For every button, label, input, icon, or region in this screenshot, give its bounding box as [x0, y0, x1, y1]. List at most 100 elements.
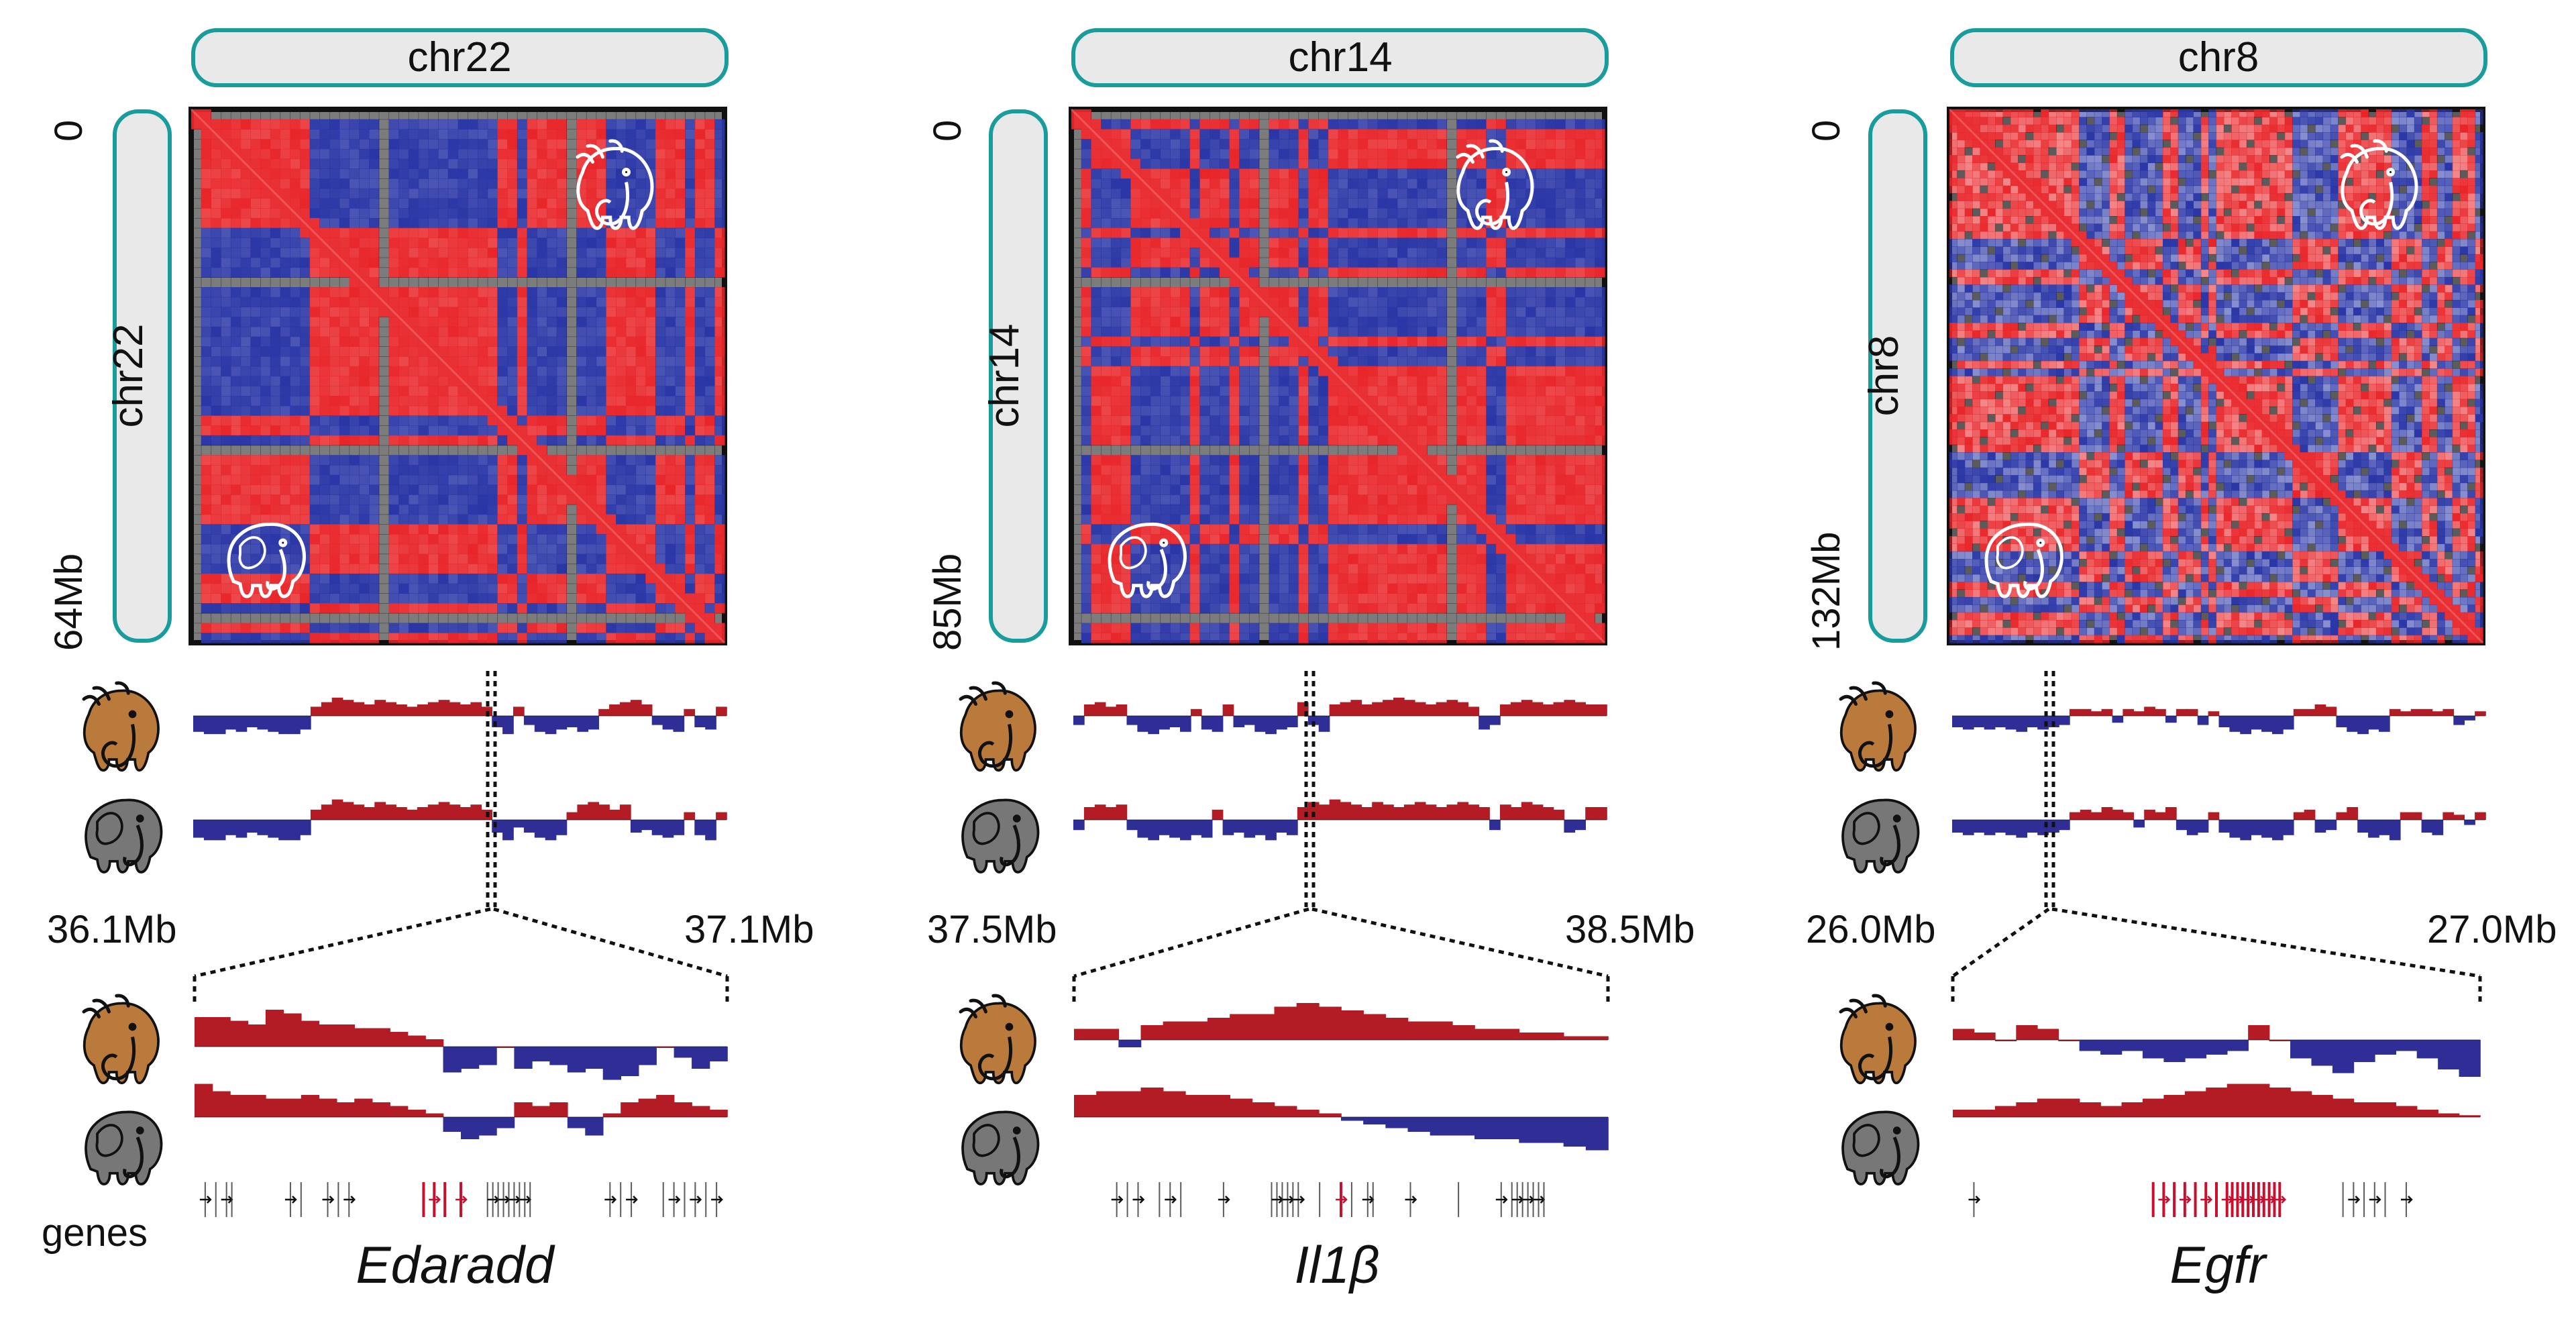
heatmap-cell	[1110, 109, 1122, 120]
heatmap-cell	[527, 484, 537, 495]
heatmap-cell	[280, 119, 290, 130]
heatmap-cell	[1279, 376, 1289, 386]
heatmap-cell	[319, 583, 330, 594]
heatmap-cell	[566, 139, 577, 150]
heatmap-cell	[635, 307, 646, 317]
heatmap-cell	[349, 435, 360, 446]
heatmap-cell	[685, 139, 696, 150]
heatmap-cell	[1110, 297, 1122, 308]
heatmap-cell	[1269, 168, 1279, 179]
heatmap-cell	[487, 564, 498, 574]
track-bar	[609, 704, 621, 716]
heatmap-cell	[1101, 366, 1112, 377]
heatmap-cell	[280, 603, 290, 614]
heatmap-cell	[468, 287, 478, 298]
heatmap-cell	[240, 129, 251, 140]
heatmap-cell	[1081, 346, 1092, 357]
heatmap-cell	[1486, 227, 1497, 238]
heatmap-cell	[616, 178, 627, 189]
heatmap-cell	[1239, 119, 1250, 130]
heatmap-cell	[635, 603, 646, 614]
track-bar	[534, 820, 546, 838]
heatmap-cell	[1279, 198, 1289, 209]
heatmap-cell	[201, 474, 212, 486]
heatmap-cell	[398, 484, 409, 495]
heatmap-cell	[547, 317, 557, 327]
track-bar	[602, 1047, 621, 1080]
heatmap-cell	[635, 573, 646, 584]
heatmap-cell	[359, 109, 370, 120]
heatmap-cell	[1565, 158, 1576, 169]
heatmap-cell	[655, 217, 666, 229]
heatmap-cell	[428, 543, 439, 555]
heatmap-cell	[586, 129, 597, 140]
heatmap-cell	[1071, 366, 1082, 377]
heatmap-cell	[625, 297, 637, 308]
heatmap-cell	[211, 573, 221, 584]
heatmap-cell	[359, 217, 370, 229]
heatmap-cell	[359, 504, 370, 515]
heatmap-cell	[260, 227, 271, 238]
heatmap-cell	[447, 336, 459, 347]
track-bar	[390, 1106, 409, 1117]
heatmap-cell	[211, 356, 221, 367]
heatmap-cell	[1446, 139, 1457, 150]
heatmap-cell	[1505, 317, 1517, 327]
heatmap-cell	[1258, 356, 1270, 367]
heatmap-cell	[547, 188, 557, 199]
heatmap-cell	[201, 425, 212, 436]
heatmap-cell	[369, 168, 380, 179]
heatmap-cell	[685, 494, 696, 505]
heatmap-cell	[1456, 217, 1467, 229]
heatmap-cell	[655, 554, 666, 564]
heatmap-cell	[191, 603, 202, 614]
heatmap-cell	[438, 623, 449, 633]
heatmap-cell	[477, 238, 488, 248]
heatmap-cell	[290, 267, 301, 278]
heatmap-cell	[1574, 188, 1586, 199]
heatmap-cell	[487, 465, 498, 476]
heatmap-cell	[586, 277, 597, 288]
heatmap-cell	[290, 504, 301, 515]
heatmap-cell	[1189, 425, 1200, 436]
heatmap-cell	[349, 287, 360, 298]
heatmap-cell	[704, 613, 715, 624]
heatmap-cell	[714, 267, 725, 278]
heatmap-cell	[378, 425, 390, 436]
heatmap-cell	[655, 287, 666, 298]
heatmap-cell	[1298, 425, 1309, 436]
heatmap-cell	[418, 484, 429, 495]
heatmap-cell	[586, 238, 597, 248]
heatmap-cell	[596, 356, 606, 367]
heatmap-cell	[477, 603, 488, 614]
heatmap-cell	[438, 405, 449, 416]
heatmap-cell	[655, 534, 666, 545]
heatmap-cell	[576, 217, 587, 229]
heatmap-cell	[537, 248, 547, 258]
heatmap-cell	[1338, 415, 1348, 426]
heatmap-cell	[1585, 129, 1595, 140]
heatmap-cell	[1091, 208, 1102, 219]
heatmap-cell	[586, 474, 597, 486]
heatmap-cell	[1140, 148, 1151, 160]
heatmap-cell	[1110, 336, 1122, 347]
track-bar	[549, 1102, 568, 1117]
heatmap-cell	[1555, 336, 1566, 347]
heatmap-cell	[576, 356, 587, 367]
heatmap-cell	[566, 603, 577, 614]
heatmap-cell	[319, 445, 330, 456]
heatmap-cell	[201, 564, 212, 574]
heatmap-cell	[507, 376, 518, 386]
heatmap-cell	[1229, 248, 1240, 258]
heatmap-cell	[1595, 336, 1605, 347]
chr22-gene-track	[199, 1182, 723, 1217]
heatmap-cell	[240, 178, 251, 189]
heatmap-cell	[339, 583, 350, 594]
heatmap-cell	[1170, 139, 1181, 150]
heatmap-cell	[537, 613, 547, 624]
heatmap-cell	[1160, 109, 1171, 120]
heatmap-cell	[507, 267, 518, 278]
heatmap-cell	[1357, 376, 1368, 386]
heatmap-cell	[1407, 366, 1417, 377]
heatmap-cell	[1269, 356, 1279, 367]
